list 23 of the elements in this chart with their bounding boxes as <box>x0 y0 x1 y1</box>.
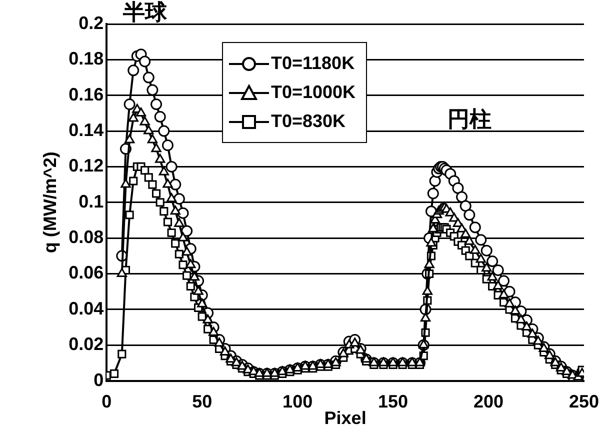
annotation: 半球 <box>122 0 168 24</box>
y-tick-label: 0.02 <box>68 334 104 354</box>
y-tick-label: 0.12 <box>68 156 104 176</box>
legend-label: T0=830K <box>271 111 346 132</box>
y-axis-title: q (MW/m^2) <box>40 152 60 254</box>
y-tick-label: 0 <box>94 370 104 390</box>
x-tick-label: 150 <box>378 392 408 412</box>
y-tick-label: 0.1 <box>78 191 104 212</box>
x-tick-label: 200 <box>473 392 504 412</box>
y-tick-label: 0.04 <box>68 298 104 318</box>
x-tick-label: 100 <box>282 392 313 412</box>
y-tick-label: 0.06 <box>68 262 104 283</box>
x-tick-label: 250 <box>568 392 600 412</box>
legend-label: T0=1180K <box>271 53 355 74</box>
y-tick-label: 0.08 <box>68 227 104 248</box>
y-tick-label: 0.2 <box>78 12 104 33</box>
y-tick-label: 0.16 <box>68 84 104 104</box>
y-tick-label: 0.14 <box>68 120 104 140</box>
annotation: 円柱 <box>447 106 492 132</box>
y-tick-label: 0.18 <box>68 48 104 69</box>
x-tick-label: 50 <box>192 392 212 412</box>
legend-label: T0=1000K <box>271 82 356 103</box>
x-axis-title: Pixel <box>324 408 366 428</box>
